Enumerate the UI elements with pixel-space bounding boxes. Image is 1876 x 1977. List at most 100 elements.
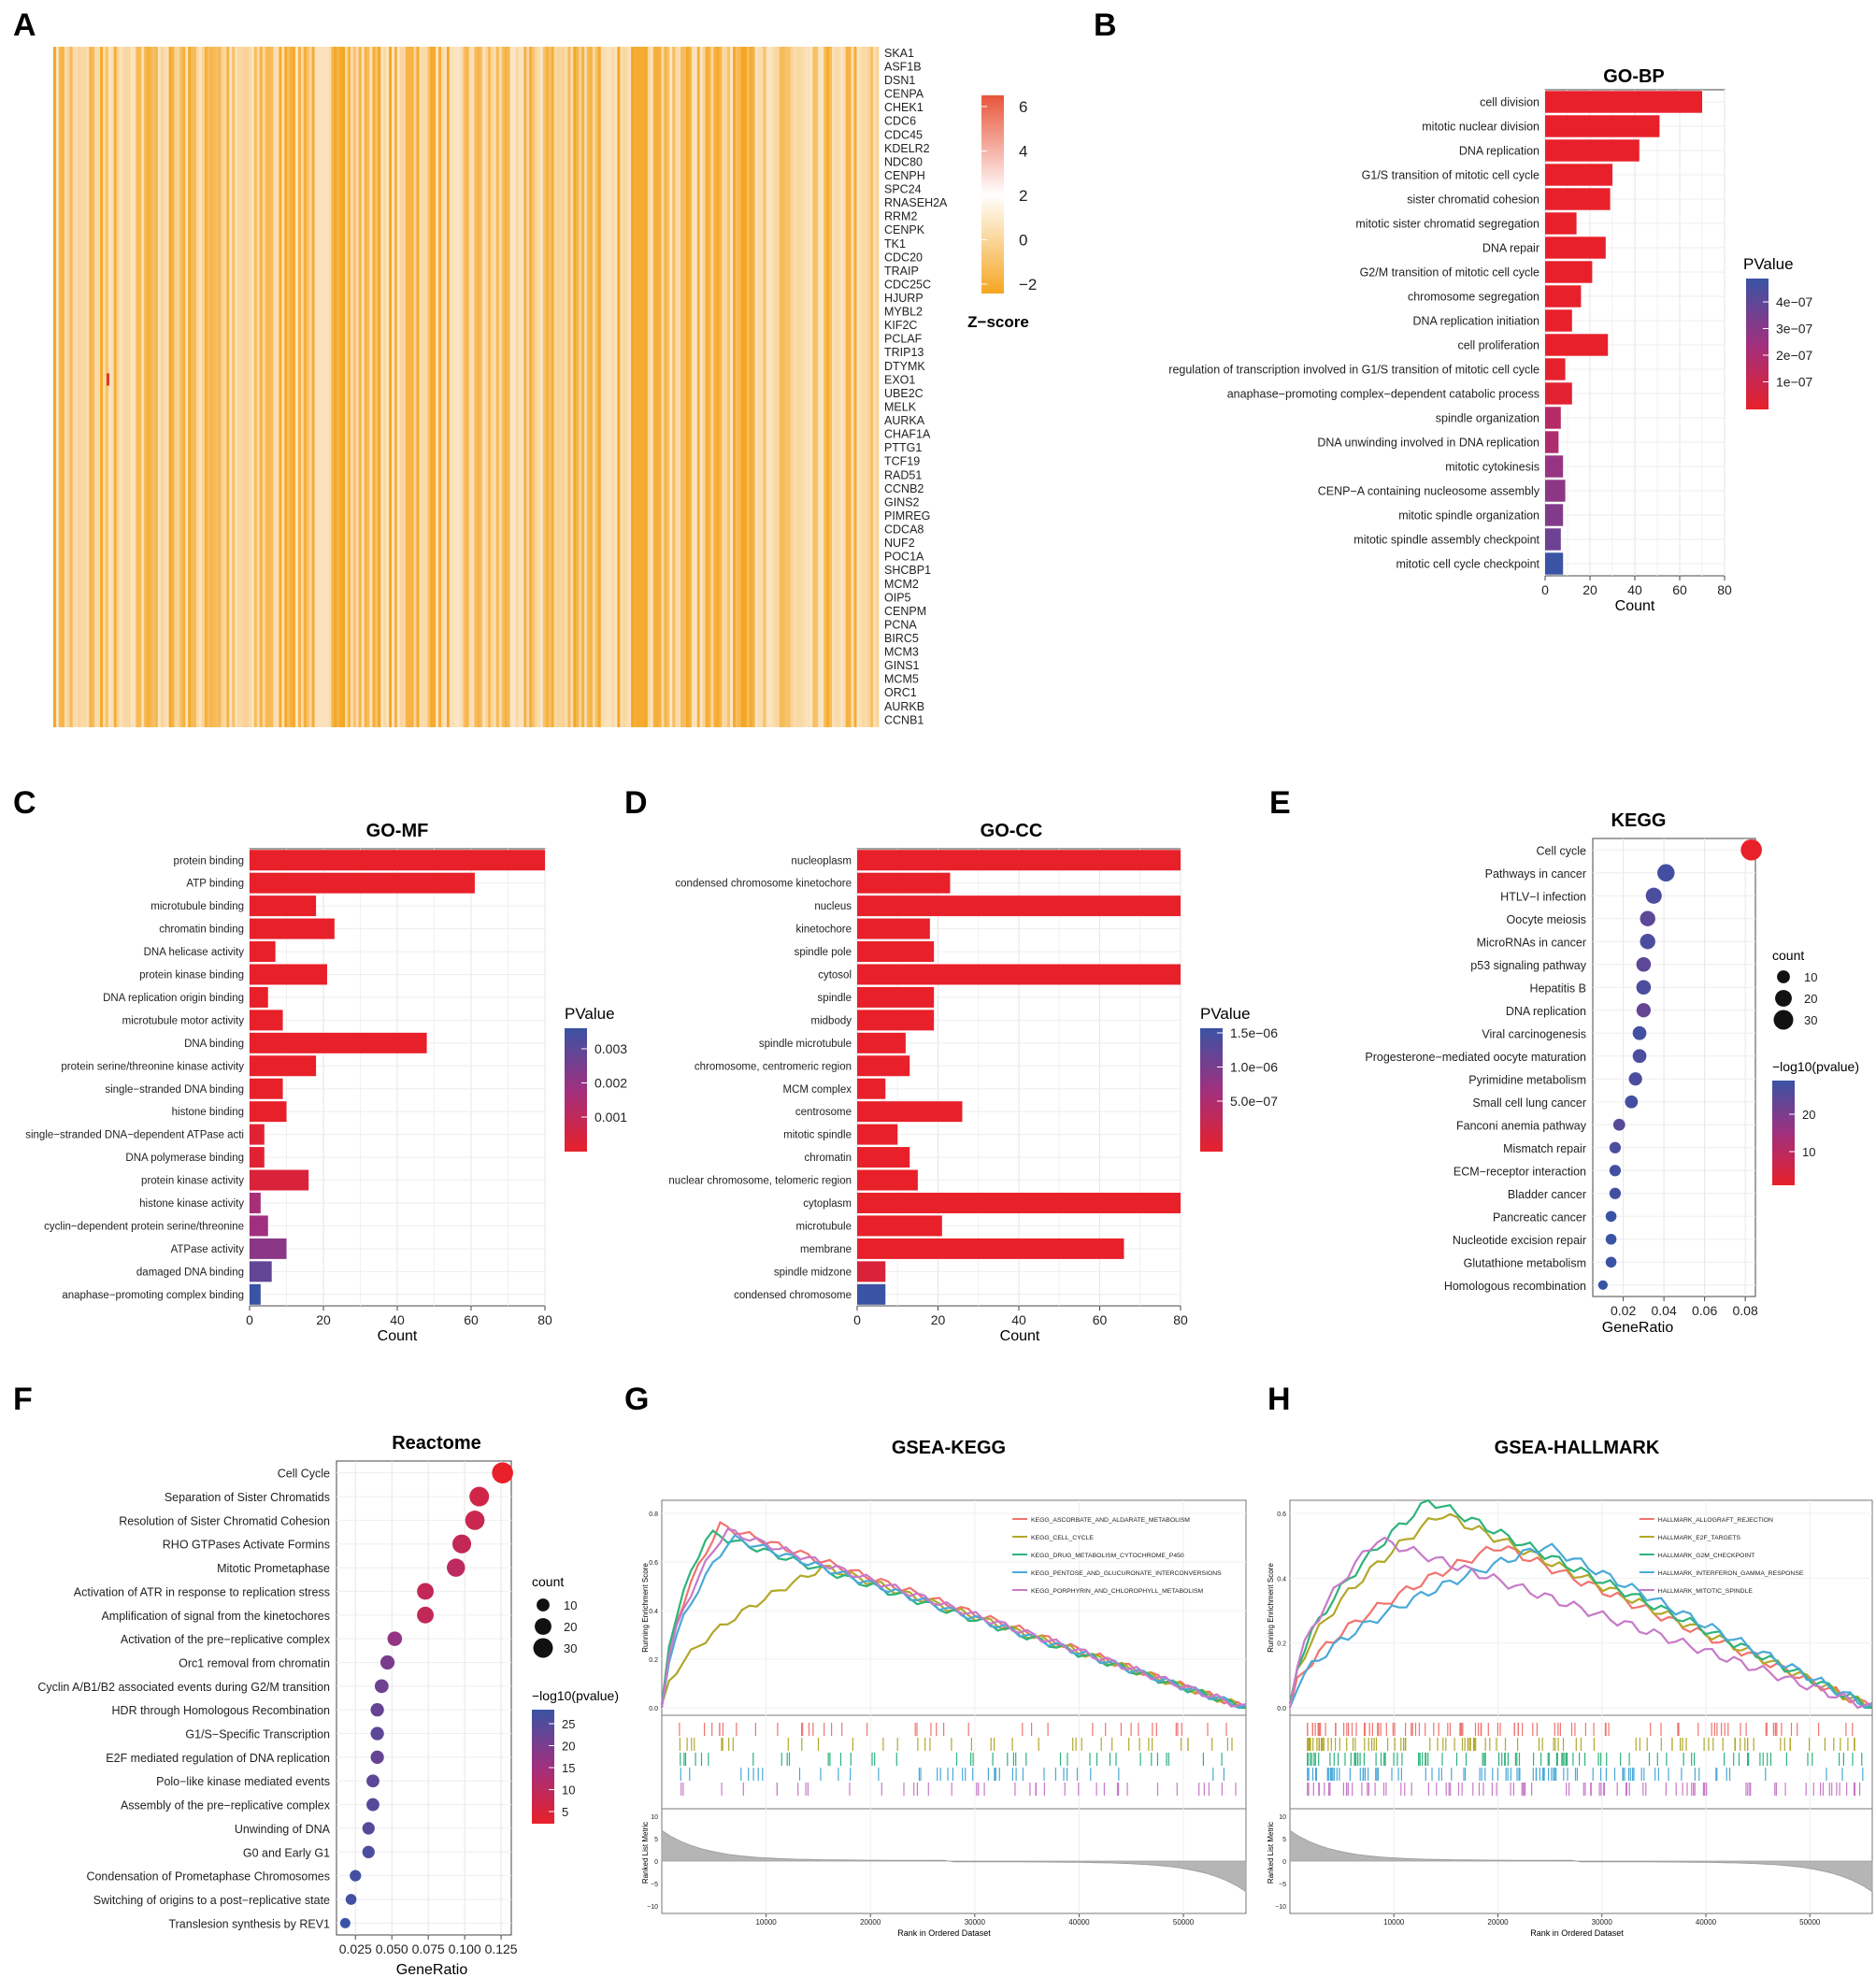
term-label: condensed chromosome kinetochore	[675, 879, 852, 890]
size-legend-dot	[1773, 1010, 1794, 1030]
heatmap-column	[427, 47, 431, 727]
heatmap-column	[771, 47, 775, 727]
bar	[1545, 480, 1566, 502]
heatmap-column	[573, 47, 577, 727]
y-tick-label: −10	[647, 1904, 658, 1911]
heatmap-outlier-cell	[107, 373, 109, 386]
heatmap-column	[295, 47, 299, 727]
heatmap-column	[116, 47, 121, 727]
term-label: ECM−receptor interaction	[1454, 1165, 1586, 1178]
heatmap-gene-label: CDC20	[884, 251, 923, 264]
term-label: kinetochore	[796, 924, 852, 936]
panel-c-title: GO-MF	[366, 821, 429, 841]
term-label: Pancreatic cancer	[1493, 1211, 1586, 1224]
term-label: Mitotic Prometaphase	[217, 1562, 330, 1575]
bar	[857, 1101, 963, 1123]
x-tick-label: 0	[853, 1312, 861, 1327]
heatmap-column	[652, 47, 656, 727]
size-legend-dot	[1777, 970, 1790, 983]
heatmap-column	[829, 47, 833, 727]
zscore-colorbar	[981, 95, 1004, 294]
bar	[1545, 261, 1593, 283]
heatmap-column	[405, 47, 409, 727]
dot	[1605, 1256, 1617, 1268]
heatmap-column	[320, 47, 323, 727]
heatmap-column	[276, 47, 279, 727]
ranked-metric-area	[1289, 1829, 1873, 1893]
heatmap-column	[848, 47, 852, 727]
heatmap-column	[518, 47, 522, 727]
heatmap-column	[749, 47, 752, 727]
dot	[465, 1511, 485, 1530]
heatmap-column	[83, 47, 87, 727]
heatmap-column	[634, 47, 637, 727]
heatmap-column	[102, 47, 107, 727]
heatmap-column	[358, 47, 363, 727]
bar	[250, 1101, 287, 1123]
zscore-tick-label: 0	[1019, 232, 1027, 250]
bar	[857, 941, 935, 963]
heatmap-gene-label: MCM2	[884, 578, 919, 591]
heatmap-column	[831, 47, 836, 727]
heatmap-column	[710, 47, 714, 727]
heatmap-column	[815, 47, 819, 727]
enrichment-curve	[1288, 1542, 1873, 1710]
heatmap-gene-label: TCF19	[884, 455, 920, 468]
heatmap-column	[97, 47, 101, 727]
term-label: spindle microtubule	[759, 1039, 852, 1050]
colorbar-tick-label: 1e−07	[1776, 375, 1813, 390]
x-tick-label: 0.050	[376, 1941, 408, 1956]
heatmap-column	[273, 47, 277, 727]
x-tick-label: 20	[931, 1312, 946, 1327]
legend-entry: HALLMARK_MITOTIC_SPINDLE	[1658, 1588, 1754, 1595]
heatmap-column	[209, 47, 214, 727]
heatmap-gene-label: UBE2C	[884, 387, 924, 400]
dot	[1609, 1141, 1622, 1153]
bar	[857, 1283, 886, 1305]
heatmap-column	[290, 47, 294, 727]
panel-g-title: GSEA-KEGG	[892, 1438, 1006, 1458]
heatmap-gene-label: SPC24	[884, 183, 922, 196]
heatmap-column	[154, 47, 159, 727]
x-tick-label: 0.08	[1733, 1303, 1758, 1318]
heatmap-column	[300, 47, 305, 727]
x-tick-label: 30000	[965, 1918, 986, 1927]
bar	[1545, 91, 1702, 113]
dot	[1636, 1003, 1651, 1018]
heatmap-column	[253, 47, 258, 727]
y-tick-label: −5	[1279, 1882, 1286, 1888]
enrichment-curve	[1288, 1544, 1873, 1709]
x-tick-label: 60	[464, 1312, 479, 1327]
heatmap-column	[644, 47, 649, 727]
bar	[250, 941, 276, 963]
heatmap-gene-label: RRM2	[884, 210, 917, 223]
heatmap-column	[185, 47, 189, 727]
term-label: Glutathione metabolism	[1464, 1256, 1586, 1269]
y-tick-label: 0.8	[649, 1511, 658, 1518]
size-legend-label: 10	[564, 1598, 577, 1612]
heatmap-column	[724, 47, 728, 727]
term-label: Nucleotide excision repair	[1453, 1234, 1586, 1247]
panel-f-plot-area	[336, 1460, 512, 1936]
term-label: DNA polymerase binding	[125, 1153, 244, 1164]
heatmap-column	[130, 47, 134, 727]
heatmap-column	[107, 47, 112, 727]
heatmap-column	[325, 47, 329, 727]
heatmap-column	[537, 47, 541, 727]
x-tick-label: 0.100	[449, 1941, 481, 1956]
term-label: protein binding	[174, 855, 244, 867]
bar	[1545, 334, 1609, 356]
legend-entry: HALLMARK_ALLOGRAFT_REJECTION	[1658, 1517, 1773, 1524]
heatmap-column	[433, 47, 437, 727]
term-label: Pyrimidine metabolism	[1468, 1073, 1586, 1086]
heatmap-column	[177, 47, 180, 727]
heatmap-column	[740, 47, 745, 727]
x-tick-label: 40	[1011, 1312, 1026, 1327]
bar	[857, 872, 951, 894]
heatmap-column	[490, 47, 494, 727]
panel-letter-c: C	[13, 785, 36, 821]
heatmap-column	[386, 47, 390, 727]
heatmap-column	[72, 47, 76, 727]
heatmap-column	[369, 47, 373, 727]
term-label: DNA replication	[1506, 1005, 1586, 1018]
